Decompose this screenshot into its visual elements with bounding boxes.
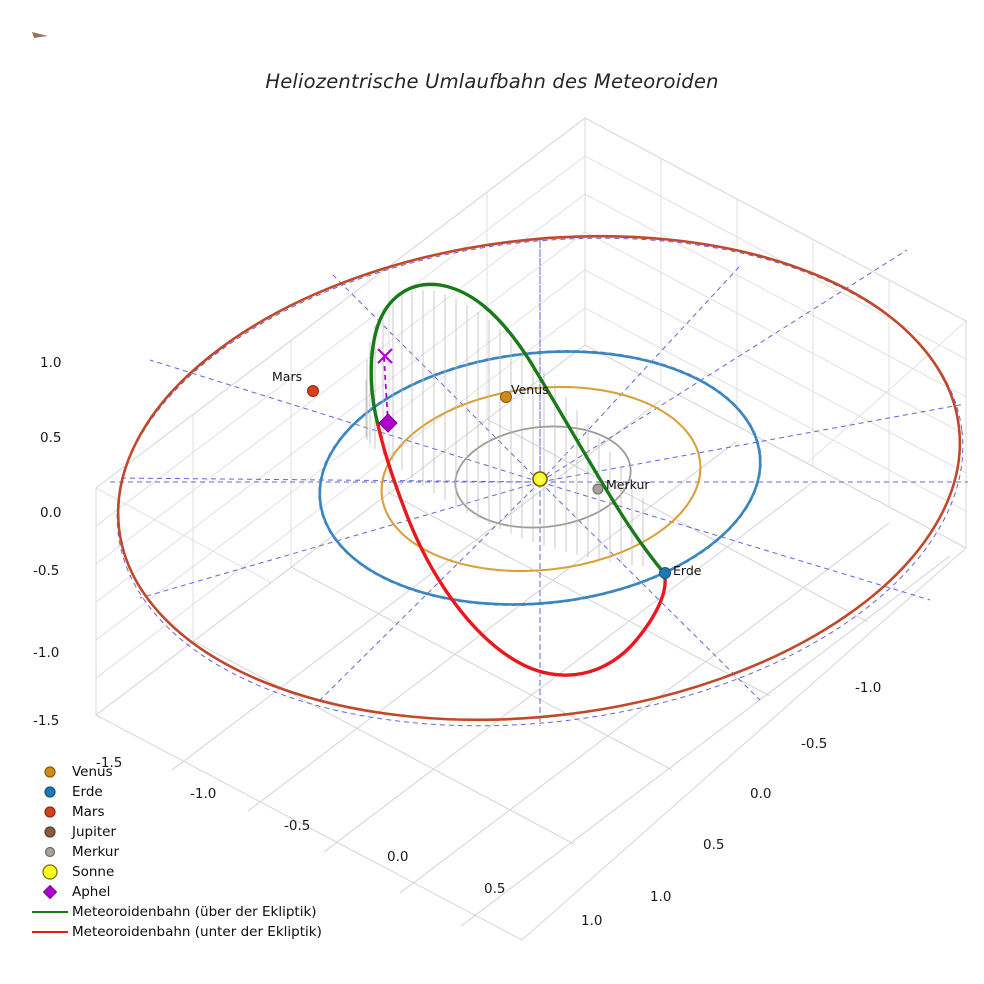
- mars-marker: [307, 385, 319, 397]
- y-tick-3: 0.5: [703, 837, 725, 853]
- legend-circle-icon: [30, 782, 72, 802]
- legend-circle-icon: [30, 862, 72, 882]
- legend-item-mars[interactable]: Mars: [30, 802, 360, 822]
- legend-item-erde[interactable]: Erde: [30, 782, 360, 802]
- erde-marker: [659, 567, 671, 579]
- y-tick-4: 1.0: [650, 889, 672, 905]
- orbit-mars: [116, 234, 962, 722]
- legend-item-label: Merkur: [72, 844, 120, 860]
- legend-line-swatch: [30, 902, 72, 922]
- y-tick-2: 0.0: [750, 786, 772, 802]
- x-tick-1: -1.0: [190, 786, 217, 802]
- y-tick-1: -0.5: [801, 736, 828, 752]
- z-tick-5: -1.5: [33, 713, 60, 729]
- label-venus: Venus: [511, 382, 549, 397]
- legend-diamond-icon: [30, 882, 72, 902]
- jupiter-marker: [32, 32, 48, 38]
- y-tick-0: -1.0: [855, 680, 882, 696]
- x-tick-0: -1.5: [96, 755, 123, 771]
- z-tick-1: 0.5: [40, 430, 62, 446]
- legend-item-jupiter[interactable]: Jupiter: [30, 822, 360, 842]
- aphel-cross-icon: [377, 348, 393, 364]
- legend-circle-icon: [30, 822, 72, 842]
- venus-marker: [500, 391, 512, 403]
- legend-item-label: Aphel: [72, 884, 111, 900]
- aphel-diamond-icon: [378, 413, 398, 433]
- legend-circle-icon: [30, 762, 72, 782]
- x-tick-4: 0.5: [484, 881, 506, 897]
- legend-item-label: Meteoroidenbahn (über der Ekliptik): [72, 904, 317, 920]
- z-tick-2: 0.0: [40, 505, 62, 521]
- label-mars: Mars: [272, 369, 303, 384]
- legend-item-sonne[interactable]: Sonne: [30, 862, 360, 882]
- x-tick-3: 0.0: [387, 849, 409, 865]
- legend: Venus Erde Mars Jupiter Merkur Sonne Aphel Mete…: [30, 762, 360, 942]
- legend-item-meteoroidenbahn[interactable]: Meteoroidenbahn (unter der Ekliptik): [30, 922, 360, 942]
- orbit-venus: [380, 385, 702, 573]
- legend-item-merkur[interactable]: Merkur: [30, 842, 360, 862]
- legend-line-swatch: [30, 922, 72, 942]
- label-merkur: Merkur: [606, 477, 650, 492]
- sonne-core: [537, 476, 543, 482]
- legend-item-label: Erde: [72, 784, 103, 800]
- legend-item-label: Jupiter: [72, 824, 117, 840]
- legend-circle-icon: [30, 842, 72, 862]
- legend-item-venus[interactable]: Venus: [30, 762, 360, 782]
- legend-item-label: Venus: [72, 764, 113, 780]
- aphel-connector: [383, 356, 389, 424]
- legend-item-label: Mars: [72, 804, 105, 820]
- x-tick-5: 1.0: [581, 913, 603, 929]
- legend-circle-icon: [30, 802, 72, 822]
- orbit-merkur: [454, 425, 632, 529]
- z-tick-0: 1.0: [40, 355, 62, 371]
- legend-item-meteoroidenbahn[interactable]: Meteoroidenbahn (über der Ekliptik): [30, 902, 360, 922]
- legend-item-label: Meteoroidenbahn (unter der Ekliptik): [72, 924, 322, 940]
- x-tick-2: -0.5: [284, 818, 311, 834]
- z-tick-3: -0.5: [33, 563, 60, 579]
- legend-item-label: Sonne: [72, 864, 115, 880]
- label-erde: Erde: [673, 563, 702, 578]
- merkur-marker: [592, 483, 604, 495]
- page-title: Heliozentrische Umlaufbahn des Meteoroid…: [265, 70, 719, 93]
- legend-item-aphel[interactable]: Aphel: [30, 882, 360, 902]
- orbit-above-ecliptic: [369, 282, 666, 575]
- orbit-below-ecliptic: [376, 423, 667, 677]
- z-tick-4: -1.0: [33, 645, 60, 661]
